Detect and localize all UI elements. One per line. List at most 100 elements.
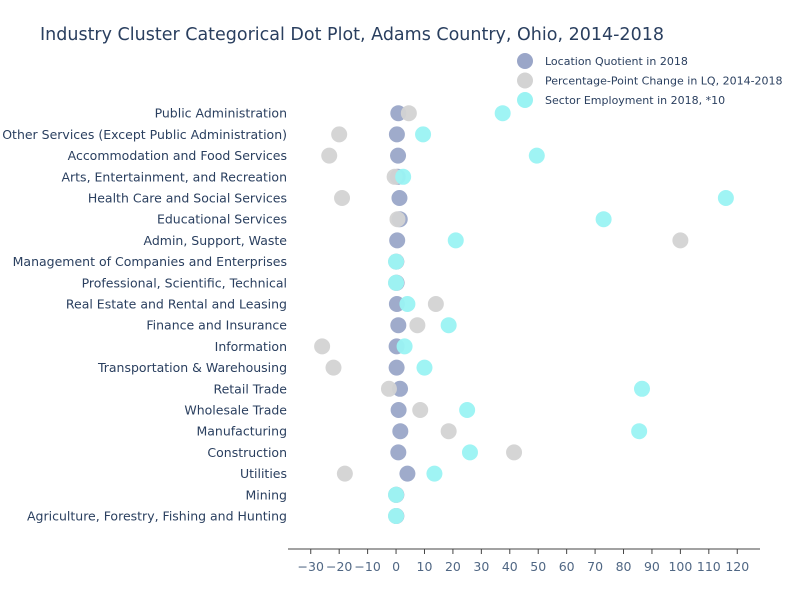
x-tick-label: 0 <box>392 559 400 574</box>
point-percentage-point-change-in-lq-2014-2018-retail-trade <box>380 380 397 397</box>
category-label-manufacturing: Manufacturing <box>196 424 287 439</box>
category-label-professional-scientific-technical: Professional, Scientific, Technical <box>82 275 287 290</box>
x-tick-label: 40 <box>502 559 518 574</box>
x-tick-label: 70 <box>587 559 603 574</box>
point-sector-employment-in-2018-10-retail-trade <box>634 380 650 397</box>
category-label-accommodation-and-food-services: Accommodation and Food Services <box>68 148 287 163</box>
x-tick-label: 90 <box>644 559 660 574</box>
x-tick-label: 10 <box>417 559 433 574</box>
point-location-quotient-in-2018-accommodation-and-food-services <box>390 147 407 164</box>
series-percentage-point-change-in-lq-2014-2018 <box>314 105 689 524</box>
point-sector-employment-in-2018-10-arts-entertainment-and-recreation <box>395 168 412 185</box>
series-location-quotient-in-2018 <box>388 105 416 524</box>
category-label-health-care-and-social-services: Health Care and Social Services <box>88 191 287 206</box>
point-percentage-point-change-in-lq-2014-2018-accommodation-and-food-services <box>321 147 338 164</box>
point-sector-employment-in-2018-10-real-estate-and-rental-and-leasing <box>399 296 416 312</box>
point-percentage-point-change-in-lq-2014-2018-manufacturing <box>440 423 457 440</box>
data-points <box>314 105 734 524</box>
legend-marker <box>517 53 533 69</box>
point-percentage-point-change-in-lq-2014-2018-wholesale-trade <box>412 402 429 418</box>
category-label-educational-services: Educational Services <box>157 212 287 227</box>
point-location-quotient-in-2018-retail-trade <box>392 380 409 397</box>
point-location-quotient-in-2018-manufacturing <box>392 423 409 440</box>
point-percentage-point-change-in-lq-2014-2018-real-estate-and-rental-and-leasing <box>427 296 444 312</box>
category-label-wholesale-trade: Wholesale Trade <box>184 403 287 418</box>
point-location-quotient-in-2018-construction <box>390 444 407 461</box>
x-tick-label: −10 <box>354 559 380 574</box>
x-tick-label: 50 <box>530 559 546 574</box>
category-label-real-estate-and-rental-and-leasing: Real Estate and Rental and Leasing <box>66 297 287 312</box>
category-label-information: Information <box>215 339 287 354</box>
point-percentage-point-change-in-lq-2014-2018-information <box>314 338 331 355</box>
point-sector-employment-in-2018-10-management-of-companies-and-enterprises <box>388 253 405 270</box>
point-location-quotient-in-2018-admin-support-waste <box>389 232 406 249</box>
x-tick-label: 100 <box>668 559 692 574</box>
point-percentage-point-change-in-lq-2014-2018-finance-and-insurance <box>409 317 426 334</box>
point-percentage-point-change-in-lq-2014-2018-transportation-warehousing <box>325 359 342 376</box>
category-label-construction: Construction <box>207 445 287 460</box>
x-axis: −30 −20 −10 0 10 20 30 40 50 60 70 80 90 100 110 120 <box>288 548 760 574</box>
point-sector-employment-in-2018-10-agriculture-forestry-fishing-and-hunting <box>388 508 405 524</box>
point-sector-employment-in-2018-10-educational-services <box>595 211 612 228</box>
point-percentage-point-change-in-lq-2014-2018-other-services-except-public-administration <box>331 126 348 143</box>
point-location-quotient-in-2018-utilities <box>399 465 416 482</box>
point-sector-employment-in-2018-10-finance-and-insurance <box>440 317 457 334</box>
chart-title: Industry Cluster Categorical Dot Plot, A… <box>40 25 664 45</box>
category-label-arts-entertainment-and-recreation: Arts, Entertainment, and Recreation <box>61 169 287 184</box>
legend-marker <box>517 72 533 89</box>
category-label-finance-and-insurance: Finance and Insurance <box>146 318 287 333</box>
point-sector-employment-in-2018-10-construction <box>461 444 478 461</box>
point-percentage-point-change-in-lq-2014-2018-admin-support-waste <box>672 232 689 249</box>
legend-label: Location Quotient in 2018 <box>545 55 688 68</box>
point-location-quotient-in-2018-health-care-and-social-services <box>391 190 408 206</box>
point-percentage-point-change-in-lq-2014-2018-utilities <box>336 465 353 482</box>
point-sector-employment-in-2018-10-information <box>396 338 413 355</box>
legend[interactable]: Location Quotient in 2018 Percentage-Poin… <box>517 53 783 108</box>
category-label-retail-trade: Retail Trade <box>213 381 287 396</box>
category-label-mining: Mining <box>245 487 287 502</box>
point-sector-employment-in-2018-10-mining <box>388 486 405 503</box>
x-tick-label: −20 <box>326 559 352 574</box>
x-tick-label: −30 <box>298 559 324 574</box>
point-sector-employment-in-2018-10-health-care-and-social-services <box>717 190 734 206</box>
x-tick-label: 30 <box>473 559 489 574</box>
point-sector-employment-in-2018-10-public-administration <box>494 105 511 122</box>
point-sector-employment-in-2018-10-manufacturing <box>631 423 648 440</box>
point-sector-employment-in-2018-10-other-services-except-public-administration <box>415 126 432 143</box>
category-label-public-administration: Public Administration <box>155 106 287 121</box>
category-label-admin-support-waste: Admin, Support, Waste <box>144 233 288 248</box>
category-label-agriculture-forestry-fishing-and-hunting: Agriculture, Forestry, Fishing and Hunti… <box>27 509 287 524</box>
point-location-quotient-in-2018-transportation-warehousing <box>388 359 405 376</box>
legend-label: Percentage-Point Change in LQ, 2014-2018 <box>545 75 783 88</box>
category-label-management-of-companies-and-enterprises: Management of Companies and Enterprises <box>13 254 287 269</box>
point-sector-employment-in-2018-10-professional-scientific-technical <box>388 274 405 291</box>
point-percentage-point-change-in-lq-2014-2018-construction <box>506 444 523 461</box>
category-label-other-services-except-public-administration: Other Services (Except Public Administra… <box>2 127 287 142</box>
series-sector-employment-in-2018-10 <box>388 105 734 524</box>
point-sector-employment-in-2018-10-wholesale-trade <box>459 402 476 418</box>
point-sector-employment-in-2018-10-transportation-warehousing <box>416 359 433 376</box>
x-tick-label: 60 <box>559 559 575 574</box>
legend-item-sector-employment-in-2018-10[interactable]: Sector Employment in 2018, *10 <box>517 92 725 108</box>
x-tick-label: 20 <box>445 559 461 574</box>
x-tick-label: 80 <box>616 559 632 574</box>
legend-label: Sector Employment in 2018, *10 <box>545 94 725 107</box>
legend-marker <box>517 92 533 108</box>
point-location-quotient-in-2018-wholesale-trade <box>390 402 407 418</box>
point-percentage-point-change-in-lq-2014-2018-educational-services <box>389 211 406 228</box>
x-tick-label: 110 <box>697 559 721 574</box>
point-location-quotient-in-2018-finance-and-insurance <box>390 317 407 334</box>
category-label-utilities: Utilities <box>240 466 287 481</box>
legend-item-percentage-point-change-in-lq-2014-2018[interactable]: Percentage-Point Change in LQ, 2014-2018 <box>517 72 783 89</box>
point-sector-employment-in-2018-10-utilities <box>426 465 443 482</box>
point-percentage-point-change-in-lq-2014-2018-health-care-and-social-services <box>334 190 351 206</box>
category-label-transportation-warehousing: Transportation & Warehousing <box>97 360 287 375</box>
point-percentage-point-change-in-lq-2014-2018-public-administration <box>400 105 417 122</box>
category-labels: Agriculture, Forestry, Fishing and Hunti… <box>2 106 287 524</box>
point-sector-employment-in-2018-10-admin-support-waste <box>447 232 464 249</box>
legend-item-location-quotient-in-2018[interactable]: Location Quotient in 2018 <box>517 53 688 69</box>
x-tick-label: 120 <box>725 559 749 574</box>
point-location-quotient-in-2018-other-services-except-public-administration <box>388 126 405 143</box>
point-sector-employment-in-2018-10-accommodation-and-food-services <box>528 147 545 164</box>
